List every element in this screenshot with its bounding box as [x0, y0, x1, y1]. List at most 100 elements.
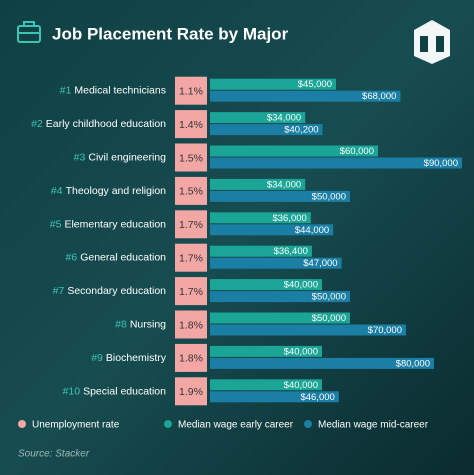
bar	[210, 257, 342, 269]
rank-label: #10	[63, 385, 81, 397]
briefcase-icon	[17, 21, 41, 43]
value-label: $47,000	[303, 258, 337, 269]
value-label: $40,000	[284, 380, 318, 391]
bar	[210, 190, 350, 202]
value-label: $90,000	[424, 158, 458, 169]
category-label: #9 Biochemistry	[91, 352, 167, 364]
rank-label: #3	[74, 151, 86, 163]
unemployment-box	[175, 176, 207, 205]
category-label: #2 Early childhood education	[31, 118, 166, 130]
value-label: $50,000	[312, 191, 346, 202]
category-label: #3 Civil engineering	[74, 151, 166, 163]
rank-label: #9	[91, 352, 103, 364]
value-label: $40,200	[284, 125, 318, 136]
bar	[210, 324, 406, 336]
category-label: #10 Special education	[63, 385, 167, 397]
bar	[210, 78, 336, 90]
category-label: #5 Elementary education	[50, 218, 166, 230]
value-label: $34,000	[267, 179, 301, 190]
bar	[210, 124, 323, 136]
rank-label: #7	[53, 285, 65, 297]
bar	[210, 145, 378, 157]
legend-label: Median wage early career	[178, 420, 294, 431]
unemployment-label: 1.7%	[179, 286, 203, 298]
unemployment-box	[175, 110, 207, 139]
category-name: Nursing	[130, 318, 166, 330]
value-label: $46,000	[300, 392, 334, 403]
category-label: #4 Theology and religion	[51, 185, 166, 197]
category-label: #8 Nursing	[115, 318, 166, 330]
value-label: $45,000	[298, 79, 332, 90]
unemployment-label: 1.1%	[179, 85, 203, 97]
bar	[210, 279, 322, 291]
category-name: Biochemistry	[106, 352, 167, 364]
chart-title: Job Placement Rate by Major	[52, 24, 289, 43]
category-name: General education	[80, 251, 166, 263]
unemployment-label: 1.7%	[179, 219, 203, 231]
value-label: $34,000	[267, 113, 301, 124]
rank-label: #6	[66, 251, 78, 263]
source: Source: Stacker	[18, 449, 90, 460]
value-label: $44,000	[295, 225, 329, 236]
value-label: $50,000	[312, 313, 346, 324]
category-name: Civil engineering	[88, 151, 166, 163]
unemployment-box	[175, 277, 207, 306]
category-name: Early childhood education	[46, 118, 166, 130]
unemployment-label: 1.8%	[179, 319, 203, 331]
value-label: $40,000	[284, 280, 318, 291]
legend-swatch	[18, 420, 26, 428]
unemployment-box	[175, 210, 207, 239]
unemployment-label: 1.5%	[179, 186, 203, 198]
category-label: #1 Medical technicians	[60, 84, 166, 96]
unemployment-box	[175, 343, 207, 372]
value-label: $36,000	[272, 213, 306, 224]
category-label: #6 General education	[66, 251, 167, 263]
category-name: Medical technicians	[74, 84, 166, 96]
bar	[210, 391, 339, 403]
unemployment-label: 1.4%	[179, 119, 203, 131]
bar	[210, 379, 322, 391]
unemployment-label: 1.9%	[179, 386, 203, 398]
legend-swatch	[304, 420, 312, 428]
unemployment-box	[175, 310, 207, 339]
bar	[210, 212, 311, 224]
unemployment-box	[175, 377, 207, 406]
bar	[210, 357, 434, 369]
category-name: Special education	[83, 385, 166, 397]
unemployment-label: 1.7%	[179, 252, 203, 264]
value-label: $70,000	[368, 325, 402, 336]
bar	[210, 178, 306, 190]
bar	[210, 312, 350, 324]
legend-label: Median wage mid-career	[318, 420, 429, 431]
unemployment-label: 1.5%	[179, 152, 203, 164]
bar	[210, 245, 312, 257]
rank-label: #5	[50, 218, 62, 230]
rank-label: #8	[115, 318, 127, 330]
category-label: #7 Secondary education	[53, 285, 167, 297]
category-name: Theology and religion	[66, 185, 167, 197]
bar	[210, 345, 322, 357]
rank-label: #1	[60, 84, 72, 96]
category-name: Elementary education	[64, 218, 166, 230]
logo	[414, 20, 450, 64]
legend-label: Unemployment rate	[32, 420, 120, 431]
value-label: $40,000	[284, 346, 318, 357]
bar	[210, 112, 306, 124]
unemployment-box	[175, 143, 207, 172]
rank-label: #4	[51, 185, 63, 197]
bar	[210, 224, 334, 236]
value-label: $80,000	[396, 358, 430, 369]
bar	[210, 157, 462, 169]
category-name: Secondary education	[67, 285, 166, 297]
unemployment-box	[175, 243, 207, 272]
bar	[210, 90, 401, 102]
bar	[210, 291, 350, 303]
value-label: $60,000	[340, 146, 374, 157]
legend-swatch	[164, 420, 172, 428]
rank-label: #2	[31, 118, 43, 130]
value-label: $68,000	[362, 91, 396, 102]
unemployment-label: 1.8%	[179, 353, 203, 365]
